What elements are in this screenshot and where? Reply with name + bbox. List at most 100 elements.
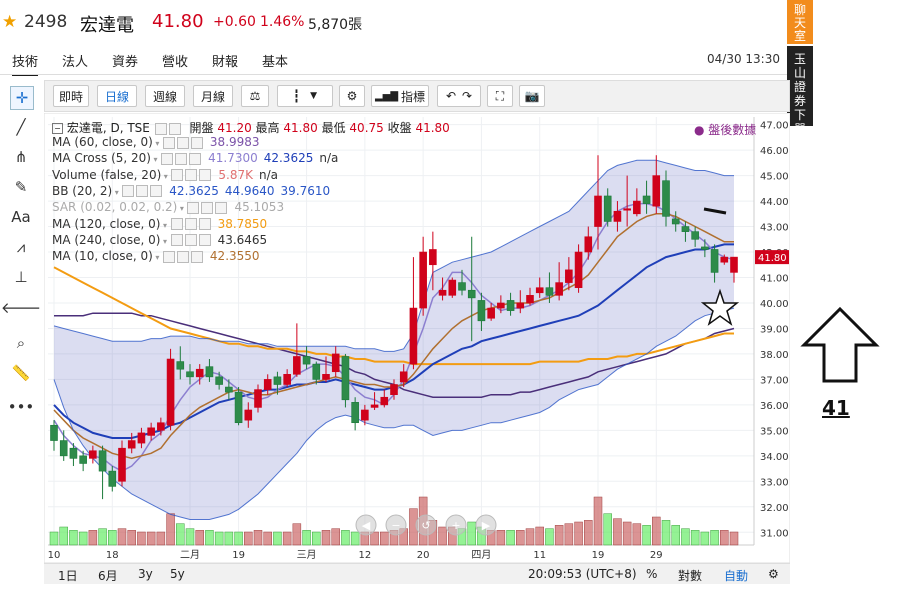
indicator-close-icon[interactable] <box>190 250 203 263</box>
tab-technical[interactable]: 技術 <box>12 51 39 76</box>
indicator-settings-icon[interactable] <box>184 234 197 247</box>
trend-line-tool-icon[interactable]: ╱ <box>16 118 26 136</box>
interval-monthly-button[interactable]: 月線 <box>193 85 233 107</box>
compare-button[interactable]: ⚖ <box>241 85 269 107</box>
screenshot-button[interactable]: 📷 <box>519 85 545 107</box>
indicator-label: Volume (false, 20) <box>52 167 162 182</box>
indicator-settings-icon[interactable] <box>201 201 214 214</box>
undo-redo-button[interactable]: ↶ ↷ <box>437 85 481 107</box>
indicator-settings-icon[interactable] <box>175 152 188 165</box>
indicator-settings-icon[interactable] <box>136 185 149 198</box>
range-1d-button[interactable]: 1日 <box>58 569 78 583</box>
legend-indicator-row[interactable]: MA Cross (5, 20) ▾ 41.7300 42.3625 n/a <box>52 151 338 165</box>
text-tool-icon[interactable]: Aa <box>11 208 31 226</box>
candle-body <box>59 440 68 457</box>
tab-financials[interactable]: 財報 <box>212 55 239 70</box>
chart-svg[interactable]: 31.00 32.00 33.00 34.00 35.00 36.00 37.00 38.00… <box>44 113 790 563</box>
indicator-label: MA Cross (5, 20) <box>52 151 151 166</box>
indicator-close-icon[interactable] <box>198 218 211 230</box>
measure-tool-icon[interactable]: ⊥ <box>14 268 28 286</box>
legend-indicator-row[interactable]: MA (60, close, 0) ▾ 38.9983 <box>52 135 260 149</box>
legend-indicator-row[interactable]: MA (10, close, 0) ▾ 42.3550 <box>52 249 260 263</box>
after-hours-link[interactable]: ● 盤後數據 <box>694 123 757 137</box>
chevron-down-icon[interactable]: ▾ <box>161 171 171 181</box>
y-tick-label: 44.00 <box>760 197 789 208</box>
indicator-close-icon[interactable] <box>190 136 203 149</box>
chevron-down-icon[interactable]: ▾ <box>152 253 162 263</box>
chevron-down-icon[interactable]: ▾ <box>160 236 170 246</box>
indicator-close-icon[interactable] <box>199 169 212 182</box>
legend-collapse-icon[interactable]: − <box>52 123 63 134</box>
indicator-eye-icon[interactable] <box>162 136 175 149</box>
legend-eye-icon[interactable] <box>154 122 167 135</box>
pattern-tool-icon[interactable]: ⩘ <box>16 238 26 256</box>
range-6m-button[interactable]: 6月 <box>98 569 118 583</box>
indicator-close-icon[interactable] <box>198 234 211 247</box>
legend-indicator-row[interactable]: BB (20, 2) ▾ 42.3625 44.9640 39.7610 <box>52 184 330 198</box>
indicator-eye-icon[interactable] <box>187 201 200 214</box>
indicators-button[interactable]: ▂▅▇ 指標 <box>371 85 429 107</box>
crosshair-tool-icon[interactable]: ✛ <box>10 86 34 110</box>
chat-room-button[interactable]: 聊天室 <box>787 0 813 44</box>
indicator-eye-icon[interactable] <box>122 185 135 198</box>
indicator-eye-icon[interactable] <box>161 152 174 165</box>
chevron-down-icon[interactable]: ▾ <box>112 187 122 197</box>
chevron-down-icon[interactable]: ▾ <box>150 155 161 165</box>
settings-button[interactable]: ⚙ <box>339 85 365 107</box>
series-line <box>53 266 734 366</box>
chevron-down-icon[interactable]: ▾ <box>177 204 187 214</box>
tab-basic[interactable]: 基本 <box>262 55 289 70</box>
candle-body <box>380 396 389 406</box>
indicator-settings-icon[interactable] <box>185 169 198 182</box>
legend-settings-icon[interactable] <box>168 122 181 135</box>
percent-scale-button[interactable]: % <box>646 567 658 581</box>
range-5y-button[interactable]: 5y <box>170 567 185 581</box>
gear-icon[interactable]: ⚙ <box>768 567 779 581</box>
indicator-eye-icon[interactable] <box>162 250 175 263</box>
legend-indicator-row[interactable]: Volume (false, 20) ▾ 5.87K n/a <box>52 168 278 182</box>
auto-scale-button[interactable]: 自動 <box>724 569 749 583</box>
indicator-settings-icon[interactable] <box>184 218 197 230</box>
legend-indicator-row[interactable]: MA (120, close, 0) ▾ 38.7850 <box>52 217 267 231</box>
log-scale-button[interactable]: 對數 <box>678 569 703 583</box>
indicator-value: 38.7850 <box>217 216 268 231</box>
interval-daily-button[interactable]: 日線 <box>97 85 137 107</box>
price-chart[interactable]: 31.00 32.00 33.00 34.00 35.00 36.00 37.00 38.00… <box>44 113 790 583</box>
indicator-close-icon[interactable] <box>150 185 163 198</box>
indicator-value: n/a <box>319 151 339 166</box>
tab-institutional[interactable]: 法人 <box>62 55 89 70</box>
indicator-eye-icon[interactable] <box>171 169 184 182</box>
volume-bar <box>312 531 321 546</box>
more-icon[interactable]: ••• <box>7 398 35 416</box>
brush-tool-icon[interactable]: ✎ <box>14 178 28 196</box>
y-tick-label: 35.00 <box>760 426 789 437</box>
indicator-settings-icon[interactable] <box>176 136 189 149</box>
last-price: 41.80 <box>152 11 204 32</box>
candle-body <box>225 386 233 393</box>
chevron-down-icon[interactable]: ▾ <box>160 220 170 230</box>
ruler-icon[interactable]: 📏 <box>11 364 31 382</box>
chevron-down-icon[interactable]: ▾ <box>152 139 162 148</box>
volume-bar <box>205 530 214 546</box>
legend-indicator-row[interactable]: MA (240, close, 0) ▾ 43.6465 <box>52 233 267 247</box>
indicator-eye-icon[interactable] <box>170 234 183 247</box>
indicator-settings-icon[interactable] <box>176 250 189 263</box>
fib-tool-icon[interactable]: ⋔ <box>14 148 28 166</box>
range-3y-button[interactable]: 3y <box>138 567 153 581</box>
tab-revenue[interactable]: 營收 <box>162 55 189 70</box>
interval-weekly-button[interactable]: 週線 <box>145 85 185 107</box>
indicator-close-icon[interactable] <box>215 201 228 214</box>
arrow-left-icon[interactable]: 🡐 <box>0 298 42 317</box>
fullscreen-button[interactable]: ⛶ <box>487 85 513 107</box>
indicator-eye-icon[interactable] <box>170 218 183 230</box>
tab-margin[interactable]: 資券 <box>112 55 139 70</box>
legend-indicator-row[interactable]: SAR (0.02, 0.02, 0.2) ▾ 45.1053 <box>52 200 284 214</box>
zoom-icon[interactable]: ⌕ <box>16 334 26 352</box>
chart-style-button[interactable]: ┇ ▼ <box>277 85 333 107</box>
candle-body <box>574 251 583 288</box>
broker-order-button[interactable]: 玉山證券下單 <box>787 46 813 136</box>
indicator-close-icon[interactable] <box>189 152 202 165</box>
interval-intraday-button[interactable]: 即時 <box>53 85 89 107</box>
redo-icon: ↷ <box>462 89 473 103</box>
favorite-star-icon[interactable]: ★ <box>2 12 18 32</box>
